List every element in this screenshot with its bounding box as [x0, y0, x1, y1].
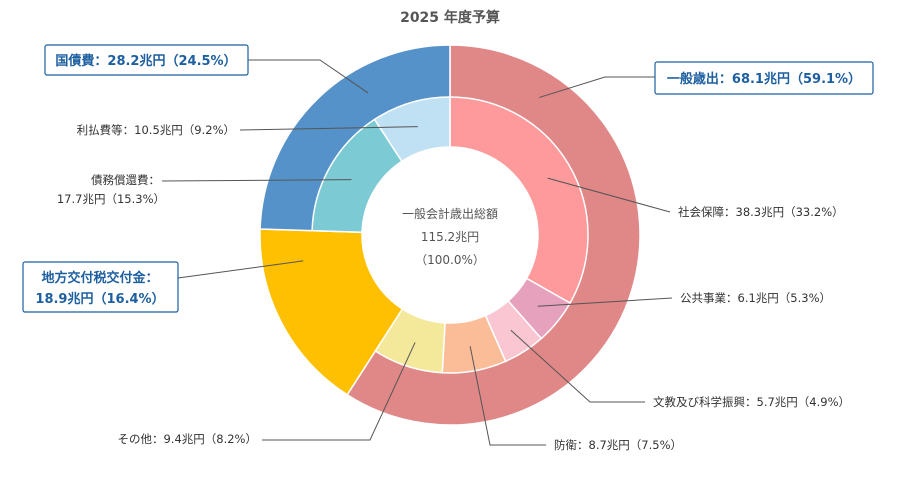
slice-labels: 一般歳出：68.1兆円（59.1%） 国債費：28.2兆円（24.5%） 地方交付税… — [22, 44, 874, 452]
box-ippan — [654, 61, 874, 95]
center-value: 115.2兆円 — [421, 230, 479, 244]
leader-lines — [161, 59, 673, 446]
leader-sonota — [262, 342, 416, 441]
inner-slice-sonota — [374, 307, 446, 374]
center-share: （100.0%） — [415, 253, 485, 267]
label-kokyo: 公共事業：6.1兆円（5.3%） — [680, 291, 831, 305]
inner-ring — [311, 96, 589, 374]
label-saimu-line1: 債務償還費： — [91, 173, 160, 187]
center-label: 一般会計歳出総額 — [402, 206, 498, 221]
leader-kokusai — [248, 59, 369, 94]
label-sonota: その他：9.4兆円（8.2%） — [117, 432, 257, 446]
leader-kokyo — [537, 297, 673, 307]
leader-saimu — [161, 179, 352, 182]
inner-slice-rihara — [373, 96, 451, 163]
label-chiho-line1: 地方交付税交付金： — [41, 270, 158, 286]
label-shakai: 社会保障：38.3兆円（33.2%） — [678, 205, 844, 219]
label-kokusai: 国債費：28.2兆円（24.5%） — [55, 53, 236, 69]
box-chiho — [22, 261, 179, 313]
label-ippan: 一般歳出：68.1兆円（59.1%） — [667, 71, 861, 87]
label-rihara: 利払費等：10.5兆円（9.2%） — [77, 123, 235, 137]
outer-slice-chiho — [259, 228, 404, 396]
box-kokusai — [44, 44, 249, 76]
inner-slice-shakai — [449, 96, 589, 305]
label-saimu-line2: 17.7兆円（15.3%） — [57, 192, 165, 206]
leader-shakai — [547, 177, 671, 213]
label-boei: 防衛：8.7兆円（7.5%） — [554, 438, 682, 452]
leader-boei — [469, 346, 546, 446]
leader-rihara — [239, 126, 418, 131]
chart-title: 2025 年度予算 — [400, 9, 500, 26]
leader-chiho — [177, 260, 304, 279]
label-bunkyo: 文教及び科学振興：5.7兆円（4.9%） — [653, 395, 850, 409]
label-chiho-line2: 18.9兆円（16.4%） — [35, 291, 164, 307]
leader-ippan — [539, 76, 655, 98]
leader-bunkyo — [510, 329, 645, 403]
